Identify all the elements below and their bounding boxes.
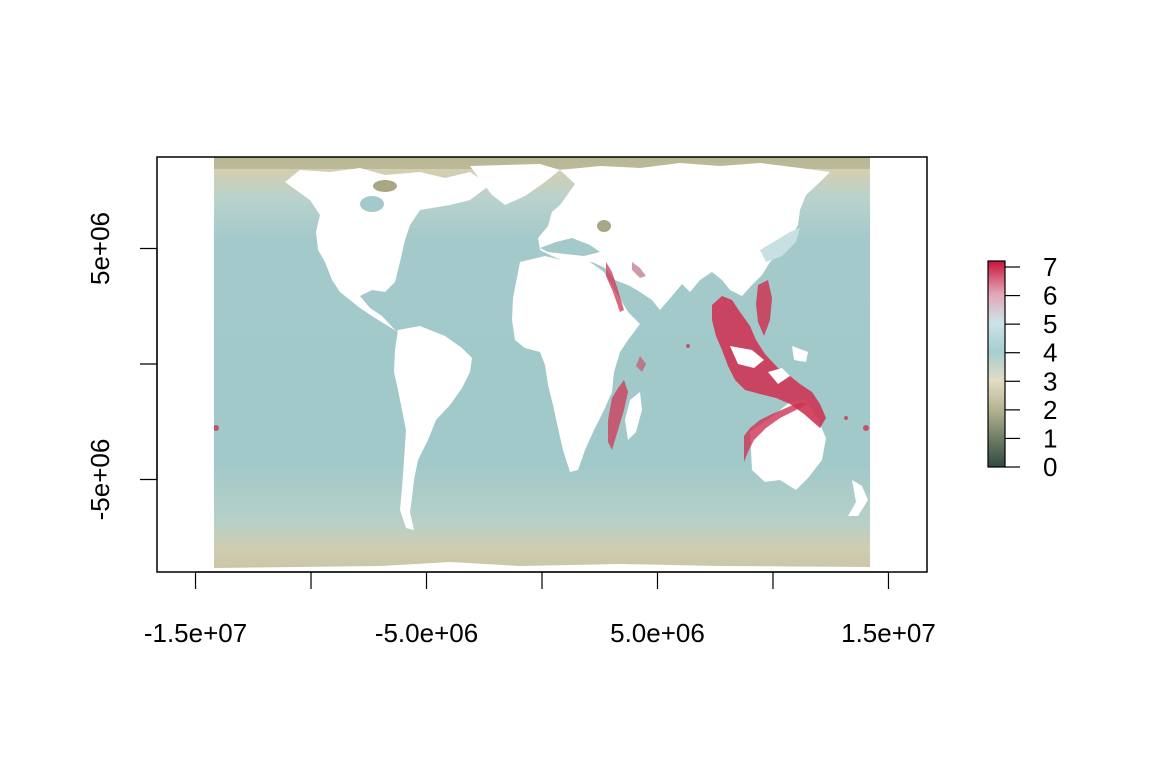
- y-tick-label: 5e+06: [85, 212, 115, 285]
- persian-gulf: [632, 262, 646, 278]
- pacific-island-hotspot: [214, 425, 219, 431]
- southeast-asia-hotspot: [712, 296, 826, 428]
- greenland-land: [470, 164, 560, 205]
- hudson-bay: [360, 196, 384, 212]
- legend-tick-label: 7: [1043, 252, 1057, 282]
- legend-tick-label: 2: [1043, 395, 1057, 425]
- legend-tick-label: 5: [1043, 309, 1057, 339]
- east-africa-hotspot: [608, 380, 628, 450]
- red-sea-hotspot: [606, 262, 624, 312]
- legend-tick-label: 6: [1043, 281, 1057, 311]
- north-america-land: [285, 168, 490, 336]
- pacific-island-hotspot: [844, 416, 848, 420]
- maldives-hotspot: [686, 344, 690, 348]
- africa-land: [512, 256, 640, 472]
- y-axis: 5e+06 -5e+06: [85, 212, 158, 521]
- greenland-dark-patch: [373, 180, 397, 192]
- legend-tick-label: 3: [1043, 366, 1057, 396]
- mozambique-shelf-hotspot: [636, 356, 646, 372]
- legend-tick-label: 1: [1043, 423, 1057, 453]
- raster-layer: [214, 157, 870, 571]
- south-america-land: [394, 326, 472, 530]
- legend-color-bar: [987, 260, 1006, 468]
- australia-shelf-hotspot: [744, 402, 808, 462]
- japan-sea-band: [760, 228, 800, 262]
- mediterranean-sea: [540, 238, 600, 256]
- antarctica-land: [214, 562, 870, 571]
- x-tick-label: 1.5e+07: [841, 618, 936, 648]
- caspian-sea: [597, 220, 611, 232]
- x-tick-label: -5.0e+06: [375, 618, 478, 648]
- pacific-island-hotspot: [863, 425, 869, 431]
- new-zealand-land: [848, 480, 868, 516]
- legend-tick-label: 4: [1043, 338, 1057, 368]
- philippines-hotspot: [756, 280, 772, 336]
- legend-tick-label: 0: [1043, 452, 1057, 482]
- madagascar-land: [625, 392, 642, 440]
- indonesia-land: [730, 346, 808, 384]
- x-axis: -1.5e+07 -5.0e+06 5.0e+06 1.5e+07: [144, 571, 936, 648]
- x-tick-label: -1.5e+07: [144, 618, 247, 648]
- y-tick-label: -5e+06: [85, 439, 115, 521]
- x-tick-label: 5.0e+06: [610, 618, 705, 648]
